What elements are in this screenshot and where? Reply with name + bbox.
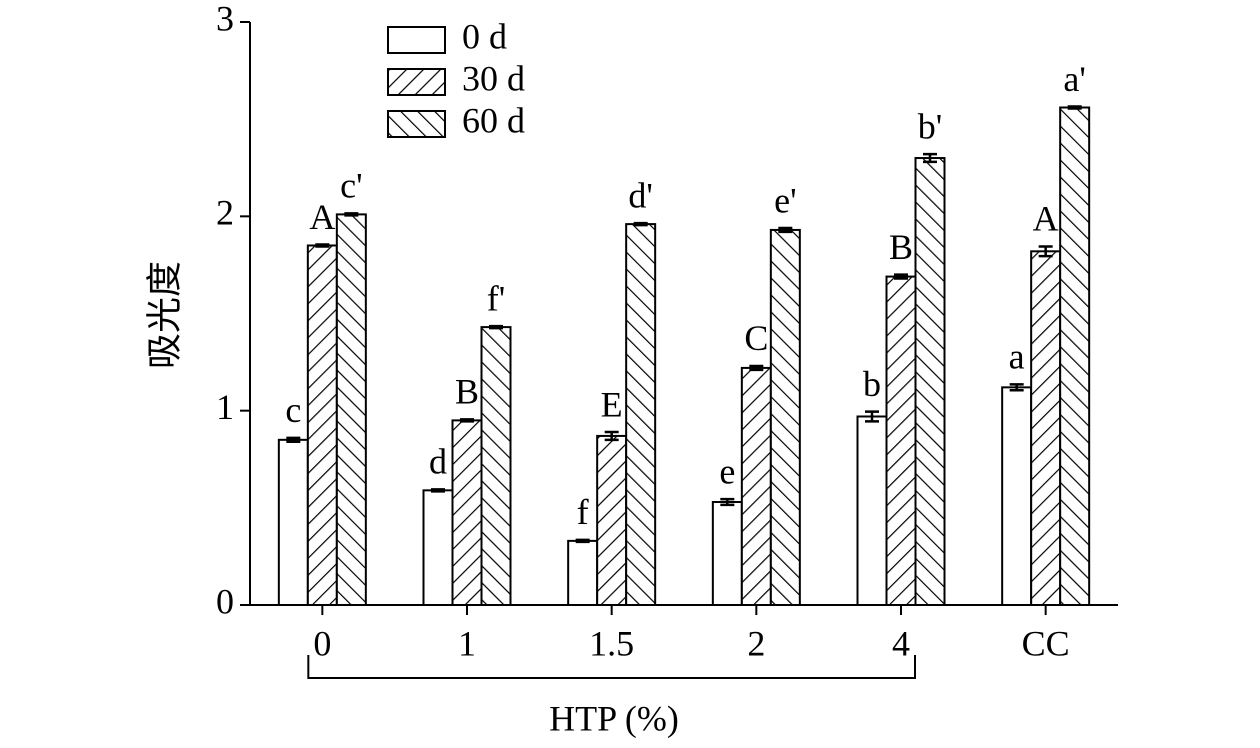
y-tick-label: 1: [216, 387, 234, 427]
legend-swatch: [387, 26, 446, 54]
bar: [625, 223, 657, 607]
error-bar: [778, 226, 793, 234]
legend-label: 60 d: [462, 100, 525, 140]
error-bar: [1009, 383, 1024, 392]
significance-label: e': [774, 180, 796, 220]
error-bar: [489, 324, 503, 330]
significance-label: A: [309, 197, 335, 237]
significance-label: b': [918, 106, 943, 146]
legend-label: 0 d: [462, 16, 507, 56]
bracket: [307, 655, 916, 679]
error-bar: [344, 212, 359, 217]
x-tick-label: 0: [313, 623, 331, 663]
x-tick-label: 2: [747, 623, 765, 663]
bar: [335, 213, 367, 606]
error-bar: [865, 410, 879, 423]
bar: [711, 501, 743, 606]
error-bar: [315, 243, 330, 248]
significance-label: d: [429, 442, 447, 482]
x-tick-label: CC: [1022, 623, 1070, 663]
bar: [480, 326, 512, 606]
bar: [856, 415, 888, 606]
significance-label: b: [863, 364, 881, 404]
bar: [885, 275, 917, 606]
bar: [769, 228, 801, 606]
error-bar: [1067, 105, 1082, 110]
legend-swatch: [387, 110, 446, 138]
error-bar: [923, 152, 937, 164]
y-tick-label: 3: [216, 0, 234, 38]
error-bar: [604, 430, 619, 442]
y-tick-label: 0: [216, 581, 234, 621]
significance-label: A: [1033, 199, 1059, 239]
bar: [451, 419, 483, 606]
legend-swatch: [387, 68, 446, 96]
significance-label: e: [719, 451, 735, 491]
significance-label: E: [601, 384, 623, 424]
y-tick-label: 2: [216, 193, 234, 233]
y-axis-label: 吸光度: [144, 261, 184, 369]
significance-label: B: [889, 227, 913, 267]
bar: [422, 489, 454, 606]
bar: [740, 366, 772, 606]
error-bar: [633, 221, 648, 227]
significance-label: c: [285, 390, 301, 430]
significance-label: a': [1063, 59, 1085, 99]
error-bar: [894, 273, 908, 280]
error-bar: [1038, 245, 1053, 258]
bar: [1001, 386, 1033, 607]
significance-label: d': [628, 175, 653, 215]
x-axis-label: HTP (%): [549, 698, 679, 738]
error-bar: [460, 418, 474, 423]
significance-label: c': [340, 166, 362, 206]
error-bar: [286, 436, 301, 444]
error-bar: [749, 364, 764, 372]
x-tick-label: 1.5: [589, 623, 634, 663]
bar: [1059, 106, 1091, 607]
error-bar: [431, 488, 445, 493]
legend-label: 30 d: [462, 58, 525, 98]
significance-label: C: [744, 318, 768, 358]
bar: [567, 539, 599, 606]
error-bar: [575, 538, 590, 544]
x-tick-label: 4: [892, 623, 910, 663]
bar: [277, 438, 309, 607]
error-bar: [720, 497, 735, 507]
x-tick-label: 1: [458, 623, 476, 663]
bar: [1030, 250, 1062, 607]
bar: [596, 434, 628, 606]
significance-label: B: [455, 372, 479, 412]
significance-label: f': [487, 278, 505, 318]
bar: [914, 157, 946, 607]
significance-label: f: [577, 492, 589, 532]
bar: [306, 244, 338, 606]
significance-label: a: [1009, 337, 1025, 377]
